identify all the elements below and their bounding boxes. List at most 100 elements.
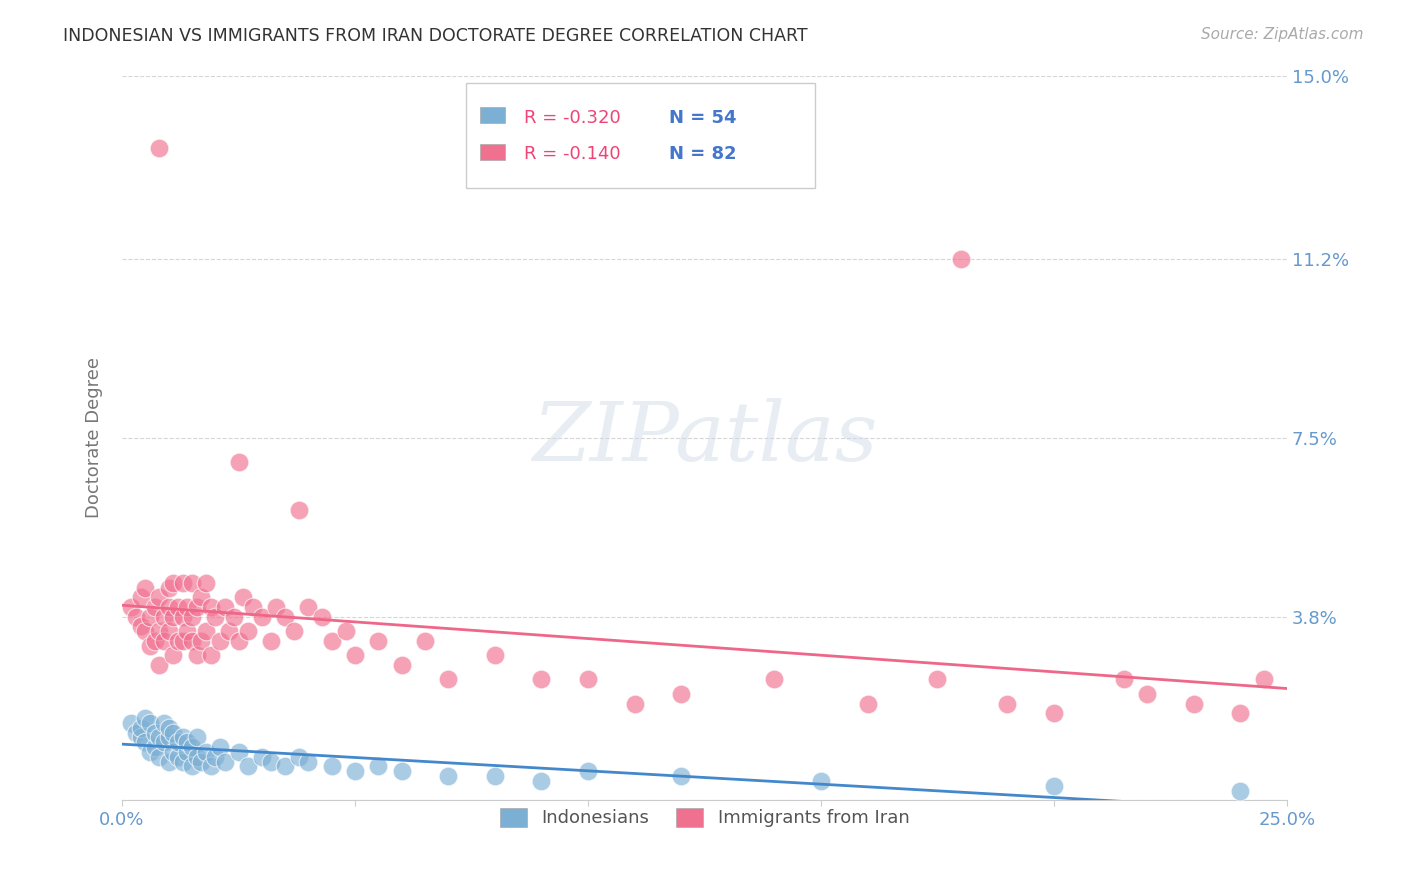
Point bbox=[148, 141, 170, 155]
Point bbox=[484, 648, 506, 663]
Point bbox=[148, 591, 170, 605]
Point bbox=[167, 749, 190, 764]
Point bbox=[172, 755, 194, 769]
Point bbox=[484, 769, 506, 783]
Point bbox=[228, 633, 250, 648]
Text: R = -0.140: R = -0.140 bbox=[524, 145, 620, 162]
Point bbox=[186, 749, 208, 764]
Point bbox=[1182, 697, 1205, 711]
Point bbox=[1369, 697, 1392, 711]
Point bbox=[139, 745, 162, 759]
Point bbox=[208, 633, 231, 648]
Point bbox=[134, 711, 156, 725]
Point bbox=[157, 599, 180, 614]
Point bbox=[172, 575, 194, 590]
Point bbox=[157, 624, 180, 639]
Point bbox=[176, 624, 198, 639]
Point bbox=[228, 745, 250, 759]
Point bbox=[181, 740, 204, 755]
Point bbox=[167, 633, 190, 648]
Point bbox=[810, 773, 832, 788]
Point bbox=[232, 591, 254, 605]
Point bbox=[437, 673, 460, 687]
Legend: Indonesians, Immigrants from Iran: Indonesians, Immigrants from Iran bbox=[492, 801, 917, 835]
Point bbox=[139, 715, 162, 730]
Point bbox=[367, 633, 389, 648]
Point bbox=[236, 624, 259, 639]
Point bbox=[162, 609, 184, 624]
Point bbox=[391, 657, 413, 672]
Point bbox=[190, 591, 212, 605]
Point bbox=[181, 759, 204, 773]
Point bbox=[153, 735, 176, 749]
Point bbox=[172, 633, 194, 648]
Point bbox=[204, 609, 226, 624]
Point bbox=[143, 633, 166, 648]
FancyBboxPatch shape bbox=[465, 83, 815, 188]
Point bbox=[343, 648, 366, 663]
Point bbox=[949, 252, 972, 266]
Point bbox=[125, 725, 148, 739]
Point bbox=[172, 731, 194, 745]
Point bbox=[120, 599, 142, 614]
Point bbox=[181, 609, 204, 624]
Point bbox=[162, 745, 184, 759]
Point bbox=[250, 749, 273, 764]
Point bbox=[167, 735, 190, 749]
Point bbox=[125, 609, 148, 624]
Point bbox=[139, 609, 162, 624]
Point bbox=[143, 599, 166, 614]
Point bbox=[190, 633, 212, 648]
Point bbox=[1043, 779, 1066, 793]
Point bbox=[856, 697, 879, 711]
Point bbox=[200, 648, 222, 663]
Point bbox=[274, 609, 297, 624]
Point bbox=[134, 581, 156, 595]
Point bbox=[172, 609, 194, 624]
Point bbox=[186, 731, 208, 745]
Point bbox=[134, 735, 156, 749]
Point bbox=[129, 731, 152, 745]
Point bbox=[181, 575, 204, 590]
Point bbox=[214, 755, 236, 769]
Point bbox=[1229, 706, 1251, 721]
Point bbox=[129, 591, 152, 605]
Point bbox=[623, 697, 645, 711]
Point bbox=[250, 609, 273, 624]
Point bbox=[204, 749, 226, 764]
Point bbox=[222, 609, 245, 624]
Point bbox=[343, 764, 366, 779]
FancyBboxPatch shape bbox=[479, 144, 505, 160]
Y-axis label: Doctorate Degree: Doctorate Degree bbox=[86, 358, 103, 518]
Point bbox=[530, 773, 553, 788]
Point bbox=[214, 599, 236, 614]
Text: Source: ZipAtlas.com: Source: ZipAtlas.com bbox=[1201, 27, 1364, 42]
Point bbox=[148, 657, 170, 672]
Point bbox=[413, 633, 436, 648]
Point bbox=[200, 599, 222, 614]
Point bbox=[335, 624, 357, 639]
Point bbox=[367, 759, 389, 773]
Point bbox=[120, 715, 142, 730]
Point bbox=[242, 599, 264, 614]
Point bbox=[186, 599, 208, 614]
Point bbox=[176, 735, 198, 749]
Point bbox=[129, 619, 152, 633]
Point bbox=[143, 740, 166, 755]
Point bbox=[1112, 673, 1135, 687]
Point bbox=[297, 755, 319, 769]
Point bbox=[153, 609, 176, 624]
Point bbox=[190, 755, 212, 769]
Point bbox=[995, 697, 1018, 711]
Point bbox=[194, 575, 217, 590]
Point bbox=[283, 624, 305, 639]
Point bbox=[1136, 687, 1159, 701]
Point bbox=[288, 503, 311, 517]
Point bbox=[669, 687, 692, 701]
Point bbox=[186, 648, 208, 663]
Point bbox=[576, 764, 599, 779]
Point bbox=[927, 673, 949, 687]
Point bbox=[176, 599, 198, 614]
Text: R = -0.320: R = -0.320 bbox=[524, 109, 620, 127]
Point bbox=[148, 749, 170, 764]
